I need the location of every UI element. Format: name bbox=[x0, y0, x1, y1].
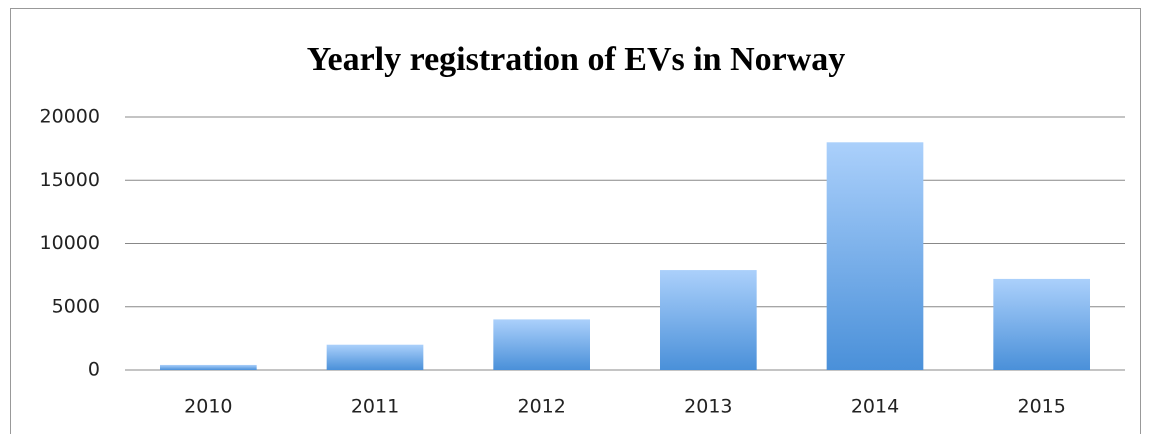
x-tick-label: 2012 bbox=[517, 396, 565, 418]
bar bbox=[826, 142, 924, 370]
x-tick-label: 2011 bbox=[351, 396, 399, 418]
chart-border bbox=[10, 8, 1141, 434]
bar bbox=[160, 364, 257, 370]
chart-title: Yearly registration of EVs in Norway bbox=[307, 41, 846, 78]
y-tick-label: 15000 bbox=[40, 169, 100, 191]
bar bbox=[660, 270, 757, 370]
y-tick-label: 5000 bbox=[52, 295, 100, 317]
bar bbox=[326, 344, 424, 370]
y-tick-label: 0 bbox=[88, 359, 100, 381]
x-tick-label: 2015 bbox=[1017, 396, 1065, 418]
x-tick-label: 2014 bbox=[851, 396, 899, 418]
y-tick-label: 10000 bbox=[40, 232, 100, 254]
x-tick-label: 2013 bbox=[684, 396, 732, 418]
x-tick-label: 2010 bbox=[184, 396, 232, 418]
y-tick-label: 20000 bbox=[40, 106, 100, 128]
bar bbox=[993, 278, 1090, 370]
bar bbox=[493, 319, 590, 370]
